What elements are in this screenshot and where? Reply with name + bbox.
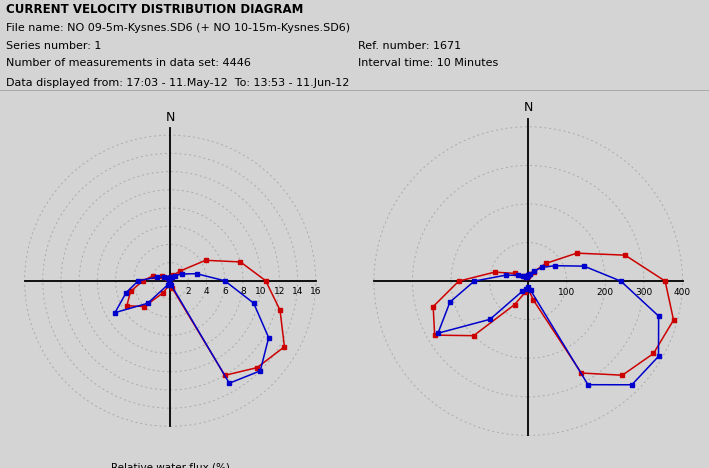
- Text: 10: 10: [255, 287, 267, 296]
- Text: 300: 300: [635, 288, 652, 297]
- Text: 8: 8: [240, 287, 246, 296]
- Text: Ref. number: 1671: Ref. number: 1671: [358, 41, 461, 51]
- Text: N: N: [523, 102, 533, 115]
- Text: 4: 4: [203, 287, 209, 296]
- Text: Number of measurements in data set: 4446: Number of measurements in data set: 4446: [6, 58, 250, 68]
- Text: 14: 14: [292, 287, 303, 296]
- Text: 6: 6: [222, 287, 228, 296]
- Text: 100: 100: [558, 288, 576, 297]
- Text: Series number: 1: Series number: 1: [6, 41, 101, 51]
- Text: 16: 16: [310, 287, 321, 296]
- Text: CURRENT VELOCITY DISTRIBUTION DIAGRAM: CURRENT VELOCITY DISTRIBUTION DIAGRAM: [6, 3, 303, 16]
- Text: File name: NO 09-5m-Kysnes.SD6 (+ NO 10-15m-Kysnes.SD6): File name: NO 09-5m-Kysnes.SD6 (+ NO 10-…: [6, 23, 350, 33]
- Text: Relative water flux (%)
per 15 deg sector: Relative water flux (%) per 15 deg secto…: [111, 463, 230, 468]
- Text: N: N: [165, 110, 175, 124]
- Text: 12: 12: [274, 287, 285, 296]
- Text: Data displayed from: 17:03 - 11.May-12  To: 13:53 - 11.Jun-12: Data displayed from: 17:03 - 11.May-12 T…: [6, 79, 349, 88]
- Text: 400: 400: [674, 288, 691, 297]
- Text: 200: 200: [597, 288, 614, 297]
- Text: Interval time: 10 Minutes: Interval time: 10 Minutes: [358, 58, 498, 68]
- Text: 2: 2: [186, 287, 191, 296]
